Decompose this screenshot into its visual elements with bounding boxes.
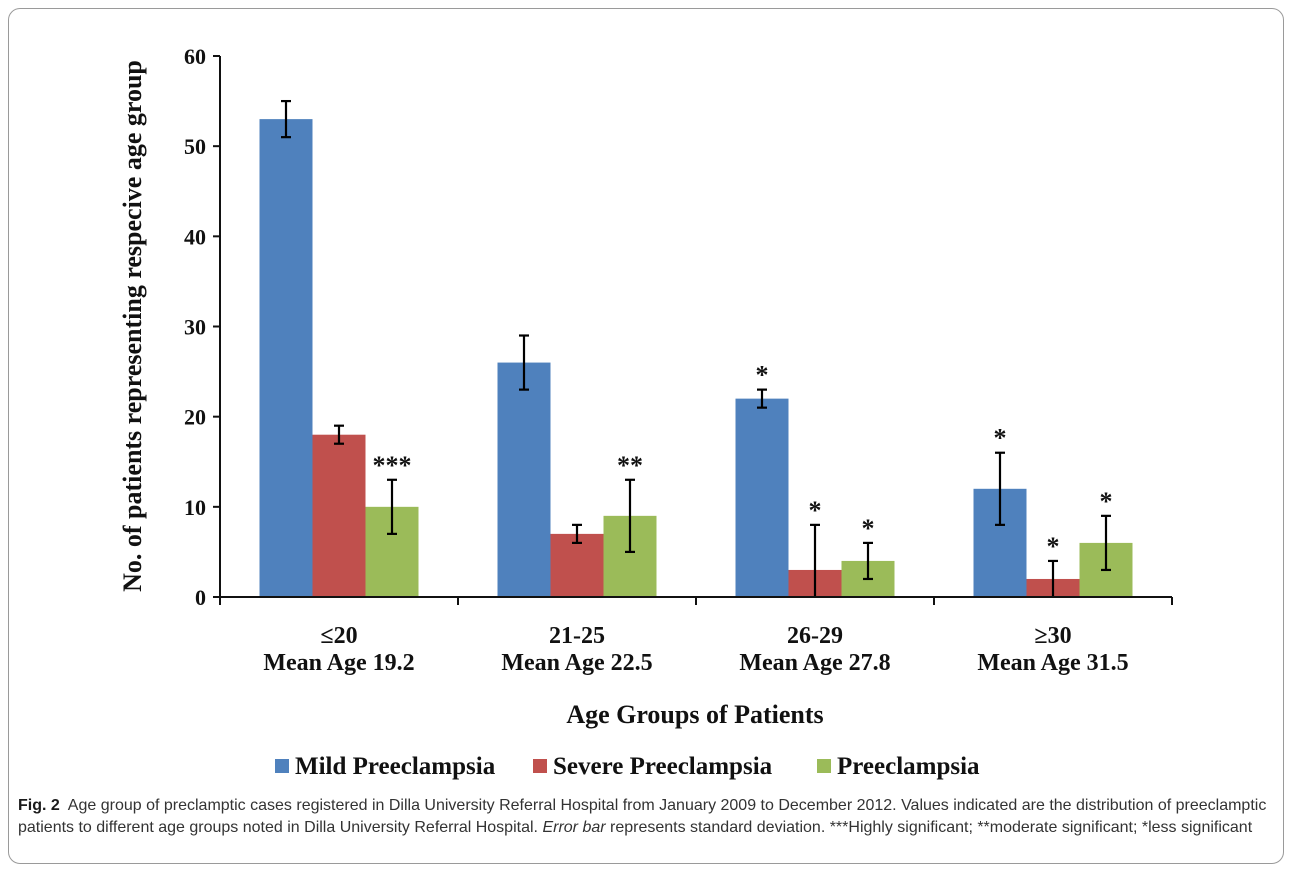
bar <box>735 398 789 597</box>
x-category-sublabel: Mean Age 27.8 <box>739 650 890 676</box>
bar <box>259 119 313 597</box>
error-bars <box>281 99 1111 597</box>
significance-marker: ** <box>617 451 643 480</box>
significance-markers: *** ******** <box>373 361 1113 561</box>
figure-caption: Fig. 2 Age group of preclamptic cases re… <box>18 795 1280 839</box>
legend: Mild Preeclampsia Severe Preeclampsia Pree… <box>275 753 980 780</box>
y-tick-label: 30 <box>184 315 206 340</box>
x-axis-title: Age Groups of Patients <box>566 700 823 729</box>
significance-marker: * <box>1047 532 1060 561</box>
y-tick-label: 20 <box>184 405 206 430</box>
legend-label: Preeclampsia <box>837 753 980 780</box>
significance-marker: * <box>756 361 769 390</box>
x-category-label: 26-29 <box>787 623 843 649</box>
x-category-label: ≥30 <box>1034 623 1071 649</box>
caption-italic-term: Error bar <box>542 819 606 836</box>
y-tick-label: 60 <box>184 44 206 69</box>
caption-text: Age group of preclamptic cases registere… <box>18 797 1267 836</box>
bar <box>550 533 604 597</box>
x-category-label: ≤20 <box>320 623 357 649</box>
y-axis-ticks: 0 10 20 30 40 50 60 <box>184 44 220 610</box>
legend-label: Mild Preeclampsia <box>295 753 496 780</box>
axes <box>219 56 1173 605</box>
legend-swatch <box>817 759 831 773</box>
legend-swatch <box>275 759 289 773</box>
significance-marker: * <box>809 496 822 525</box>
bar <box>497 362 551 597</box>
bar <box>312 434 366 597</box>
figure-label: Fig. 2 <box>18 797 60 814</box>
y-tick-label: 40 <box>184 224 206 249</box>
y-tick-label: 10 <box>184 495 206 520</box>
x-category-sublabel: Mean Age 19.2 <box>263 650 414 676</box>
y-axis-title: No. of patients representing respecive a… <box>118 60 147 592</box>
significance-marker: *** <box>373 451 412 480</box>
bar-series <box>259 119 1133 597</box>
significance-marker: * <box>862 514 875 543</box>
x-category-sublabel: Mean Age 22.5 <box>501 650 652 676</box>
significance-marker: * <box>1100 487 1113 516</box>
caption-text-continued: represents standard deviation. ***Highly… <box>610 819 1253 836</box>
significance-marker: * <box>994 424 1007 453</box>
x-category-label: 21-25 <box>549 623 605 649</box>
y-tick-label: 50 <box>184 134 206 159</box>
x-category-sublabel: Mean Age 31.5 <box>977 650 1128 676</box>
y-tick-label: 0 <box>195 585 206 610</box>
legend-label: Severe Preeclampsia <box>553 753 773 780</box>
legend-swatch <box>533 759 547 773</box>
